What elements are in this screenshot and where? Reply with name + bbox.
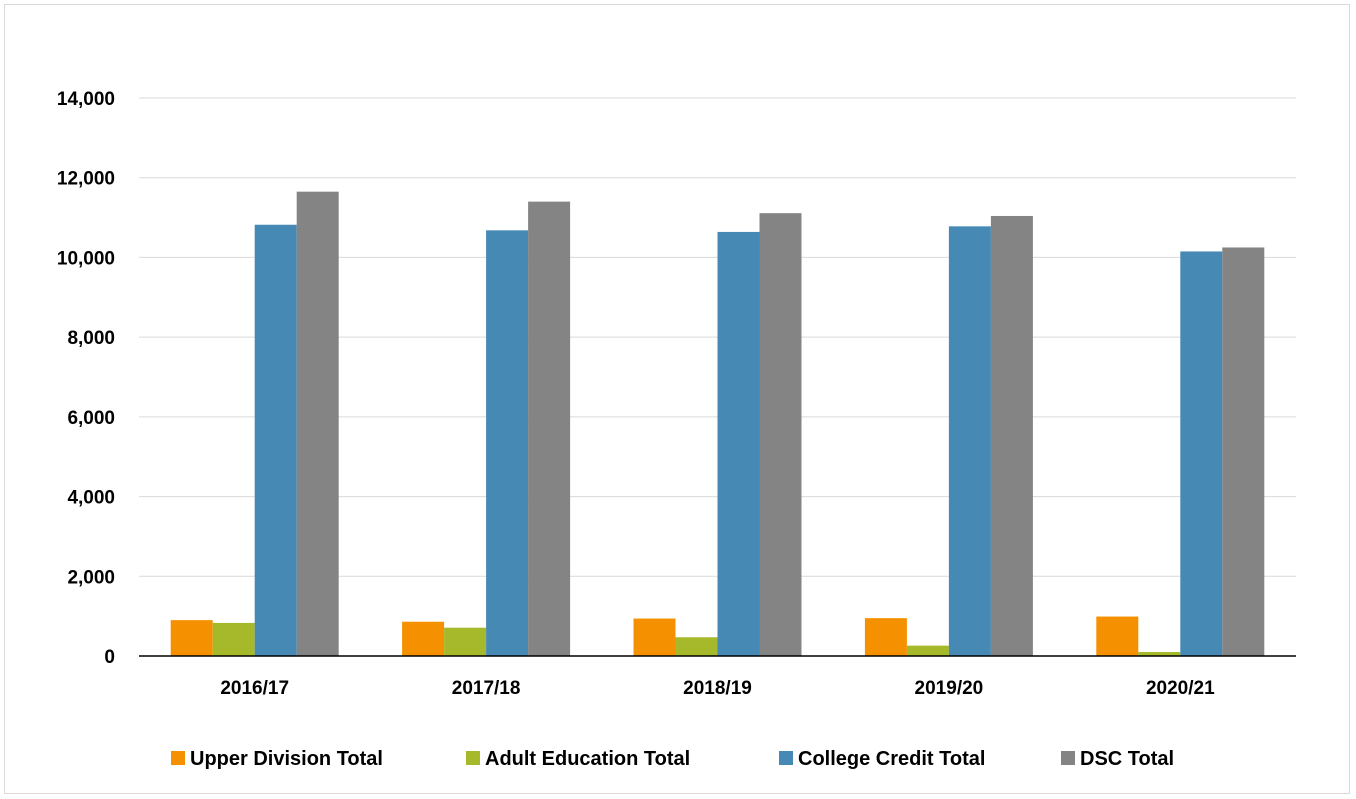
bar-college-credit-total-2020-21 xyxy=(1180,251,1223,656)
legend-label: Upper Division Total xyxy=(190,748,383,770)
y-axis-ticks: 0 2,000 4,000 6,000 8,000 10,000 12,000 14,000 xyxy=(57,89,115,668)
bar-dsc-total-2019-20 xyxy=(990,215,1033,656)
y-tick-label: 8,000 xyxy=(67,328,115,349)
bar-adult-education-total-2020-21 xyxy=(1138,652,1181,656)
bar-dsc-total-2020-21 xyxy=(1222,247,1265,656)
x-tick-label: 2020/21 xyxy=(1146,678,1215,699)
y-tick-label: 4,000 xyxy=(67,488,115,509)
bar-dsc-total-2017-18 xyxy=(528,201,571,656)
chart-frame: 0 2,000 4,000 6,000 8,000 10,000 12,000 14,000 … xyxy=(4,4,1350,794)
legend-swatch xyxy=(466,751,480,765)
x-axis-ticks: 2016/17 2017/18 2018/19 2019/20 2020/21 xyxy=(220,678,1215,699)
bar-upper-division-total-2020-21 xyxy=(1096,616,1139,656)
legend-label: Adult Education Total xyxy=(485,748,690,770)
bar-adult-education-total-2019-20 xyxy=(906,645,949,656)
legend-swatch xyxy=(171,751,185,765)
bars xyxy=(170,191,1265,657)
y-tick-label: 6,000 xyxy=(67,408,115,429)
y-tick-label: 14,000 xyxy=(57,89,115,110)
bar-college-credit-total-2016-17 xyxy=(254,224,297,656)
bar-dsc-total-2018-19 xyxy=(759,213,802,657)
x-tick-label: 2017/18 xyxy=(452,678,521,699)
y-tick-label: 0 xyxy=(104,647,115,668)
bar-adult-education-total-2018-19 xyxy=(675,637,718,656)
legend-swatch xyxy=(779,751,793,765)
legend: Upper Division Total Adult Education Tota… xyxy=(171,748,1174,770)
bar-adult-education-total-2017-18 xyxy=(444,627,487,656)
bar-college-credit-total-2019-20 xyxy=(948,226,991,656)
legend-label: DSC Total xyxy=(1080,748,1174,770)
bar-upper-division-total-2018-19 xyxy=(633,618,676,656)
y-tick-label: 2,000 xyxy=(67,567,115,588)
x-tick-label: 2016/17 xyxy=(220,678,289,699)
bar-dsc-total-2016-17 xyxy=(296,191,339,656)
bar-upper-division-total-2016-17 xyxy=(170,620,213,656)
bar-college-credit-total-2017-18 xyxy=(486,230,529,656)
bar-adult-education-total-2016-17 xyxy=(212,622,255,656)
legend-label: College Credit Total xyxy=(798,748,985,770)
y-tick-label: 12,000 xyxy=(57,169,115,190)
x-tick-label: 2019/20 xyxy=(915,678,984,699)
x-tick-label: 2018/19 xyxy=(683,678,752,699)
bar-chart: 02,0004,0006,0008,00010,00012,00014,000 … xyxy=(57,89,1296,770)
bar-upper-division-total-2019-20 xyxy=(864,618,907,656)
legend-swatch xyxy=(1061,751,1075,765)
y-tick-label: 10,000 xyxy=(57,248,115,269)
bar-upper-division-total-2017-18 xyxy=(402,621,445,656)
bar-college-credit-total-2018-19 xyxy=(717,231,760,657)
